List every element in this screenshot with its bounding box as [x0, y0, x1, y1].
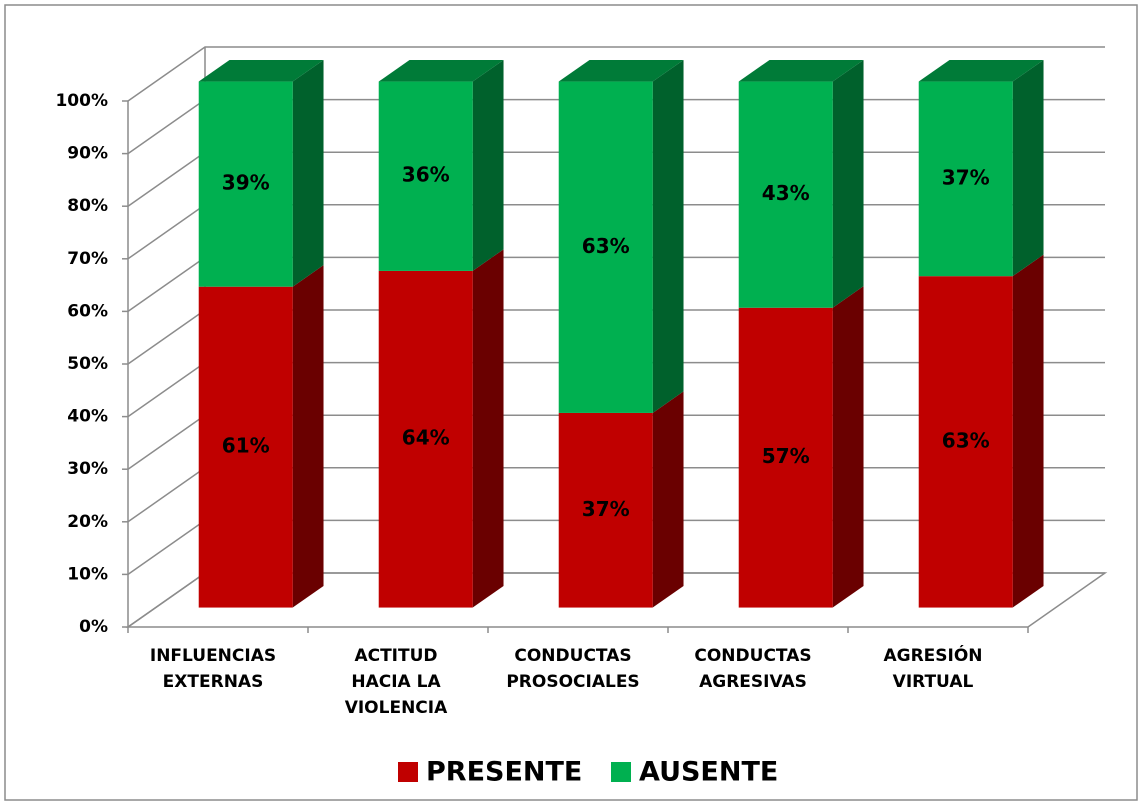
x-tick-label: CONDUCTAS AGRESIVAS — [694, 646, 812, 692]
bar — [918, 81, 1013, 277]
bar — [558, 412, 653, 608]
grid-line — [127, 46, 1105, 102]
bar — [198, 286, 293, 608]
bar-side — [472, 249, 504, 608]
legend-swatch — [611, 762, 631, 782]
y-tick-label: 30% — [67, 459, 108, 479]
bar-side — [652, 59, 684, 413]
value-label: 37% — [942, 165, 990, 189]
value-label: 63% — [582, 234, 630, 258]
bar-top — [558, 59, 684, 82]
value-label: 39% — [222, 171, 270, 195]
bar-side — [832, 59, 864, 308]
bar-side — [292, 59, 324, 287]
y-tick-label: 80% — [67, 196, 108, 216]
value-label: 57% — [762, 444, 810, 468]
bar-side — [832, 286, 864, 608]
value-label: 37% — [582, 497, 630, 521]
y-tick-label: 10% — [67, 564, 108, 584]
legend-swatch — [398, 762, 418, 782]
legend-label: AUSENTE — [639, 757, 778, 788]
legend-label: PRESENTE — [426, 757, 582, 788]
bar-side — [1012, 59, 1044, 277]
bar — [378, 81, 473, 271]
bar — [378, 270, 473, 608]
y-tick-label: 0% — [79, 617, 108, 637]
bar-top — [918, 59, 1044, 82]
bar — [738, 307, 833, 608]
y-tick-label: 100% — [55, 91, 108, 111]
x-tick-label: CONDUCTAS PROSOCIALES — [506, 646, 640, 692]
y-tick-label: 20% — [67, 512, 108, 532]
x-tick-label: INFLUENCIAS EXTERNAS — [149, 646, 277, 692]
value-label: 43% — [762, 181, 810, 205]
y-tick-label: 60% — [67, 301, 108, 321]
y-tick-label: 70% — [67, 249, 108, 269]
bar-side — [292, 265, 324, 608]
bar — [918, 276, 1013, 608]
value-label: 61% — [222, 434, 270, 458]
x-tick-label: ACTITUD HACIA LA VIOLENCIA — [344, 646, 448, 718]
x-tick-label: AGRESIÓN VIRTUAL — [883, 646, 983, 692]
value-label: 64% — [402, 426, 450, 450]
bar — [738, 81, 833, 308]
value-label: 63% — [942, 428, 990, 452]
y-tick-label: 40% — [67, 407, 108, 427]
bar-side — [472, 59, 504, 271]
bar — [198, 81, 293, 287]
bar — [558, 81, 653, 413]
value-label: 36% — [402, 163, 450, 187]
bar-side — [652, 391, 684, 608]
y-tick-label: 90% — [67, 144, 108, 164]
bar-side — [1012, 254, 1044, 608]
bar-top — [198, 59, 324, 82]
y-tick-label: 50% — [67, 354, 108, 374]
bar-top — [378, 59, 504, 82]
bar-top — [738, 59, 864, 82]
